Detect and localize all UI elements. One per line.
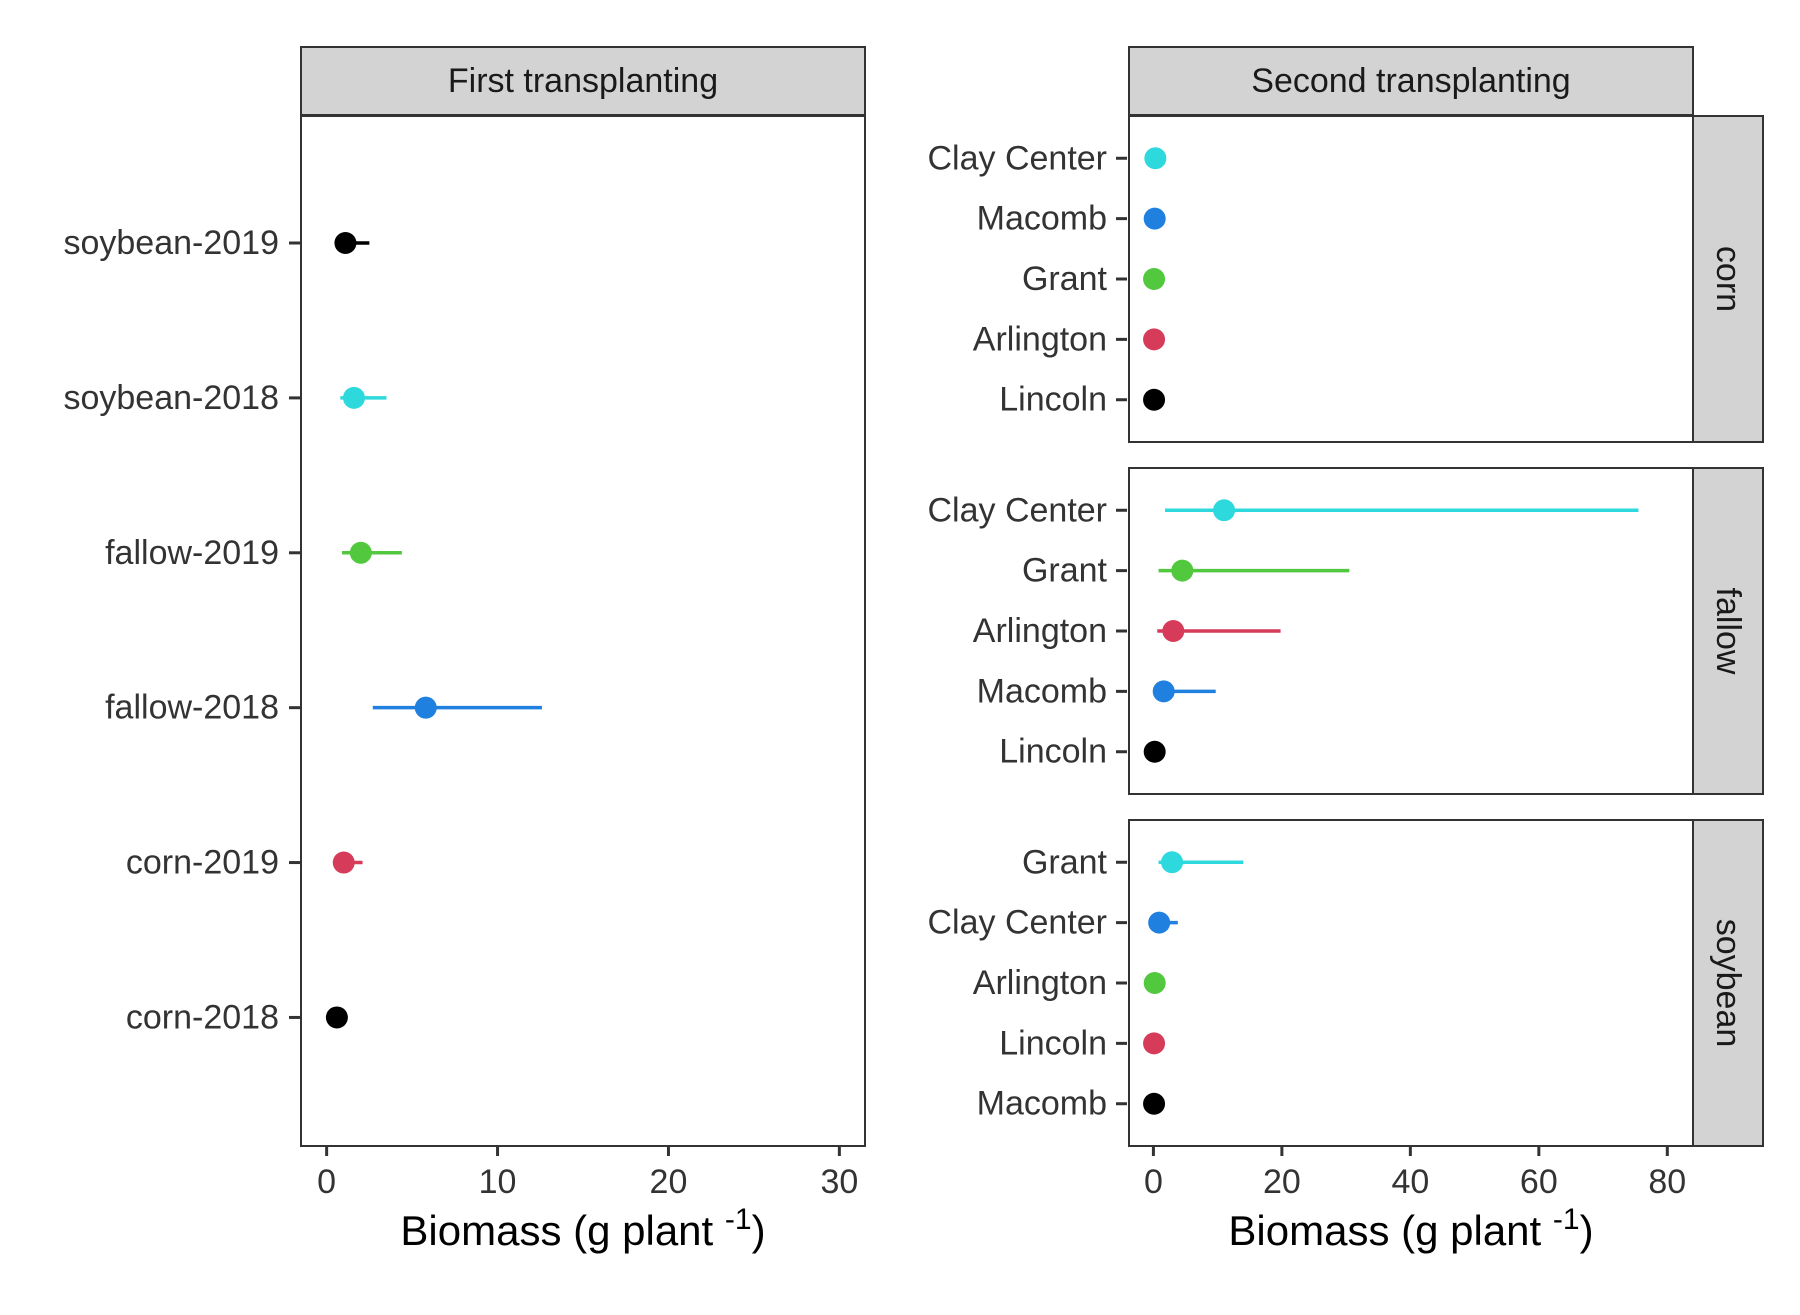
facet-corn-panel: [1128, 115, 1694, 443]
facet-fallow-point: [1162, 620, 1185, 642]
facet-fallow-ytick-label: Grant: [1022, 552, 1108, 590]
facet-soybean-point: [1148, 911, 1171, 934]
facet-corn-strip-label: corn: [1709, 246, 1747, 312]
facet-corn-point: [1143, 268, 1166, 290]
facet-corn-strip: [1692, 115, 1764, 443]
right-xtick-label: 0: [1144, 1163, 1163, 1201]
left-xtick-label: 10: [479, 1163, 517, 1201]
facet-soybean-ytick-label: Macomb: [977, 1085, 1107, 1123]
facet-fallow-point: [1152, 680, 1175, 703]
left-point: [332, 851, 355, 874]
facet-soybean-panel: [1128, 819, 1694, 1147]
facet-corn-ytick-label: Arlington: [973, 320, 1107, 358]
left-ytick-label: soybean-2018: [63, 379, 279, 417]
left-point: [334, 232, 357, 255]
right-xlabel-text: Biomass (g plant: [1228, 1207, 1552, 1254]
facet-soybean-ytick-label: Grant: [1022, 843, 1108, 881]
right-xlabel: Biomass (g plant -1): [1228, 1203, 1593, 1254]
left-point: [349, 541, 372, 564]
facet-soybean-ytick-label: Lincoln: [999, 1024, 1107, 1062]
left-point: [414, 696, 437, 719]
left-xtick-label: 30: [820, 1163, 858, 1201]
left-xtick-label: 0: [317, 1163, 336, 1201]
right-xtick-label: 20: [1263, 1163, 1301, 1201]
right-xtick-label: 60: [1520, 1163, 1558, 1201]
right-xlabel-sup: -1: [1553, 1203, 1580, 1236]
facet-soybean-strip-label: soybean: [1709, 919, 1747, 1048]
right-xtick-label: 40: [1391, 1163, 1429, 1201]
facet-fallow-point: [1171, 559, 1194, 582]
facet-soybean-point: [1143, 972, 1166, 994]
facet-fallow-ytick-label: Lincoln: [999, 733, 1107, 771]
facet-soybean-point: [1143, 1032, 1166, 1055]
facet-soybean-ytick-label: Clay Center: [927, 904, 1107, 942]
left-ytick-label: fallow-2019: [105, 534, 279, 572]
left-ytick-label: corn-2019: [126, 844, 279, 882]
left-strip-title: First transplanting: [448, 62, 718, 100]
left-point: [342, 386, 365, 409]
facet-corn-ytick-label: Grant: [1022, 260, 1108, 298]
left-xlabel-sup: -1: [725, 1203, 752, 1236]
facet-fallow-ytick-label: Clay Center: [927, 491, 1107, 529]
facet-corn-point: [1144, 147, 1167, 170]
facet-soybean-ytick-label: Arlington: [973, 964, 1107, 1002]
right-xtick-label: 80: [1648, 1163, 1686, 1201]
facet-fallow-point: [1143, 740, 1166, 763]
facet-fallow-ytick-label: Arlington: [973, 612, 1107, 650]
left-strip: [300, 46, 866, 116]
facet-soybean-point: [1143, 1092, 1166, 1115]
right-strip-title: Second transplanting: [1251, 62, 1570, 100]
facet-corn-ytick-label: Lincoln: [999, 381, 1107, 419]
left-ytick-label: soybean-2019: [63, 224, 279, 262]
facet-fallow-ytick-label: Macomb: [977, 672, 1107, 710]
right-xlabel-close: ): [1580, 1207, 1594, 1254]
left-xtick-label: 20: [650, 1163, 688, 1201]
facet-corn-ytick-label: Clay Center: [927, 139, 1107, 177]
left-xlabel-text: Biomass (g plant: [400, 1207, 724, 1254]
facet-fallow-point: [1213, 499, 1236, 522]
facet-corn-point: [1143, 388, 1166, 411]
left-xlabel-close: ): [752, 1207, 766, 1254]
facet-corn-point: [1143, 328, 1166, 351]
left-ytick-label: corn-2018: [126, 998, 279, 1036]
facet-corn-ytick-label: Macomb: [977, 200, 1107, 238]
facet-soybean-point: [1161, 851, 1184, 874]
facet-soybean-strip: [1692, 819, 1764, 1147]
facet-corn-point: [1143, 207, 1166, 230]
left-panel: [300, 115, 866, 1147]
facet-fallow-strip-label: fallow: [1709, 588, 1747, 675]
left-ytick-label: fallow-2018: [105, 689, 279, 727]
facet-fallow-strip: [1692, 467, 1764, 795]
left-xlabel: Biomass (g plant -1): [400, 1203, 765, 1254]
left-point: [325, 1006, 348, 1029]
